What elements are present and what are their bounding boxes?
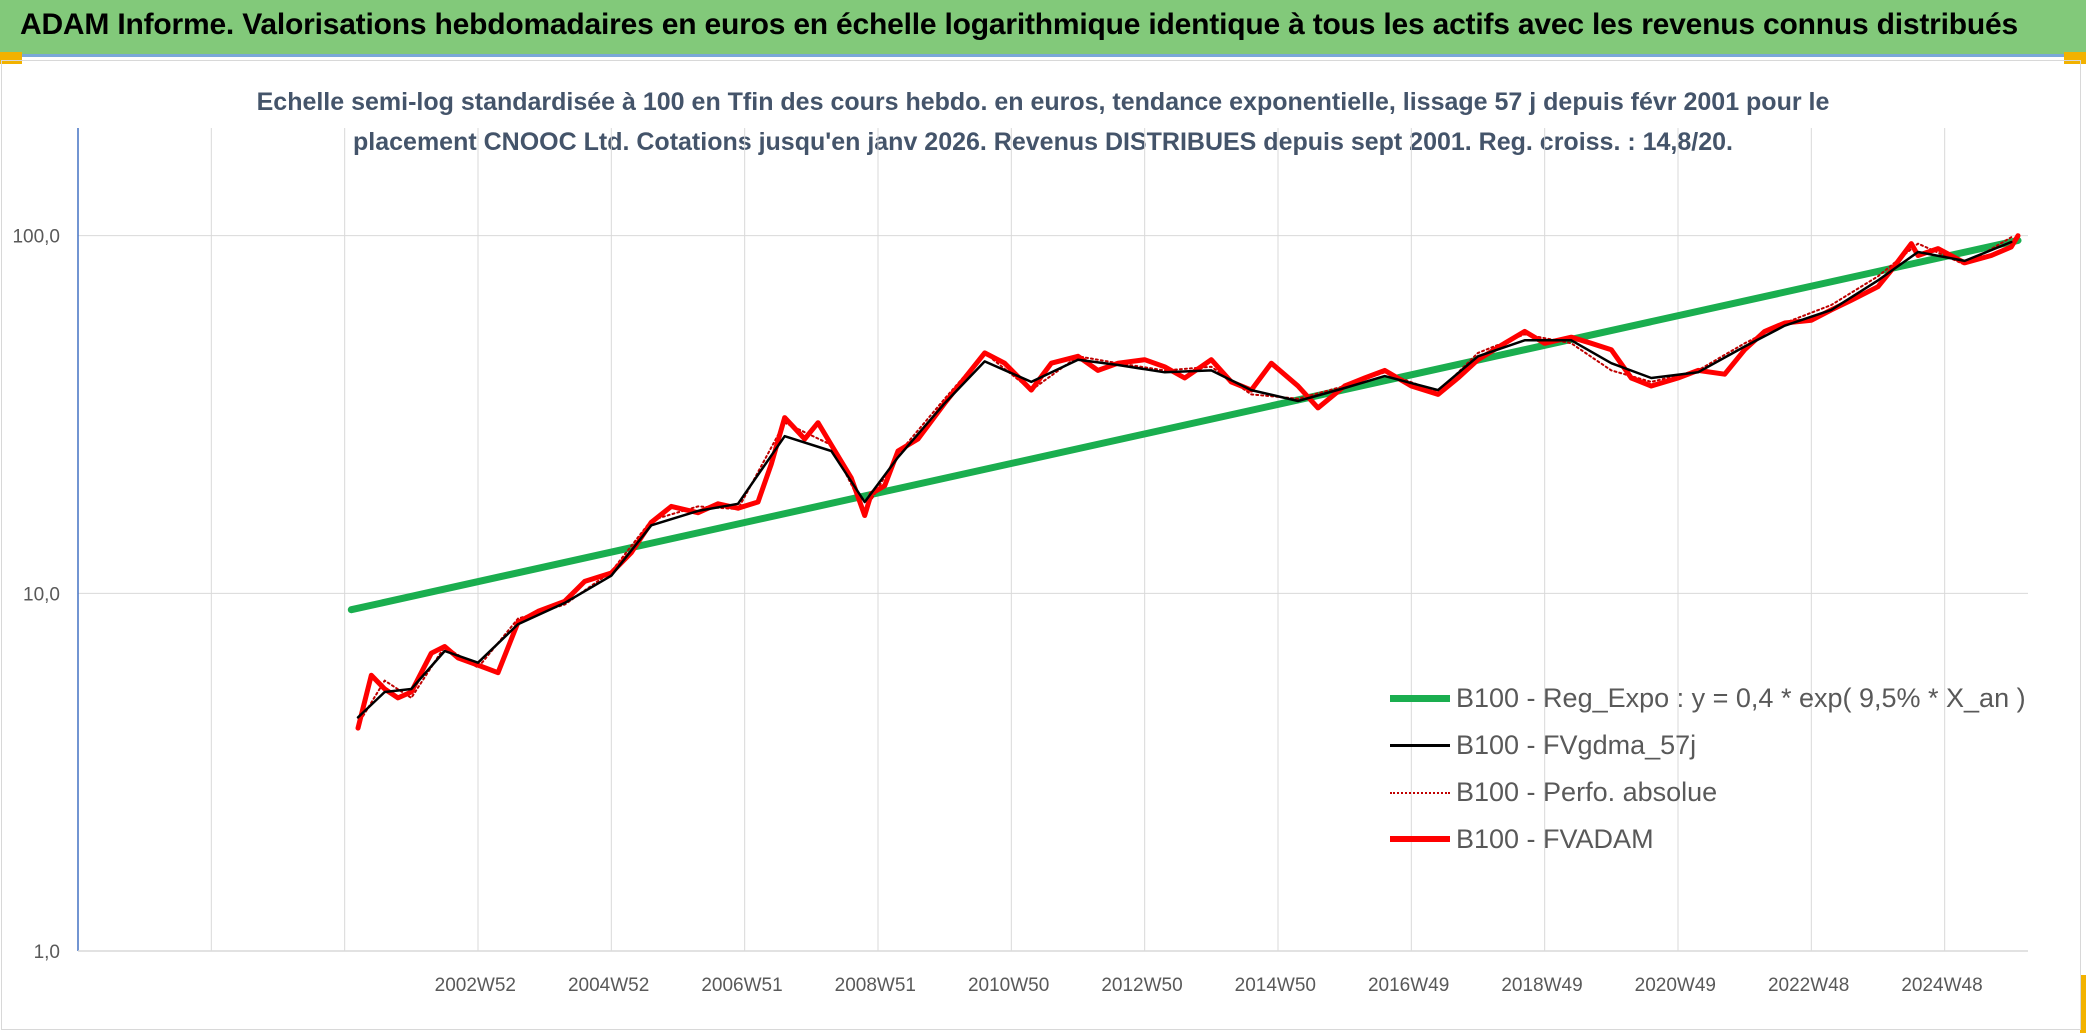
x-tick-label: 2008W51 (835, 975, 916, 996)
x-tick-label: 2014W50 (1235, 975, 1316, 996)
corner-marker-left (0, 52, 22, 64)
legend-swatch-fvgdma (1390, 744, 1450, 747)
legend-item-fvgdma: B100 - FVgdma_57j (1390, 727, 2010, 767)
legend-swatch-perfo (1390, 792, 1450, 794)
y-tick-label: 1,0 (34, 942, 60, 963)
series-fvgdma (356, 240, 2013, 719)
x-tick-label: 2018W49 (1501, 975, 1582, 996)
chart-legend: B100 - Reg_Expo : y = 0,4 * exp( 9,5% * … (1390, 680, 2026, 880)
legend-label-fvgdma: B100 - FVgdma_57j (1456, 730, 1697, 760)
series-layer (347, 233, 2022, 731)
x-tick-label: 2002W52 (435, 975, 516, 996)
x-tick-label: 2016W49 (1368, 975, 1449, 996)
axis-layer: 1,0 10,0 100,0 2002W52 2004W52 2006W51 2008W51… (12, 128, 2028, 996)
x-tick-label: 2012W50 (1101, 975, 1182, 996)
legend-item-reg-expo: B100 - Reg_Expo : y = 0,4 * exp( 9,5% * … (1390, 680, 2026, 720)
grid-layer (78, 128, 2028, 952)
x-tick-label: 2006W51 (701, 975, 782, 996)
x-tick-label: 2022W48 (1768, 975, 1849, 996)
corner-marker-bottom (2080, 975, 2086, 1033)
chart-subtitle-line-2: placement CNOOC Ltd. Cotations jusqu'en … (353, 128, 1733, 156)
header-title: ADAM Informe. Valorisations hebdomadaire… (20, 8, 2018, 41)
legend-swatch-fvadam (1390, 836, 1450, 842)
legend-item-perfo: B100 - Perfo. absolue (1390, 774, 2010, 814)
chart-subtitle-line-1: Echelle semi-log standardisée à 100 en T… (256, 88, 1830, 116)
x-tick-label: 2010W50 (968, 975, 1049, 996)
legend-item-fvadam: B100 - FVADAM (1390, 821, 2010, 861)
legend-label-fvadam: B100 - FVADAM (1456, 824, 1654, 854)
y-tick-label: 100,0 (12, 227, 60, 248)
x-tick-label: 2004W52 (568, 975, 649, 996)
chart-frame (1, 60, 2081, 1030)
series-perfo-absolue (357, 236, 2013, 726)
series-reg-expo (347, 236, 2022, 614)
series-fvadam (355, 233, 2021, 731)
legend-label-reg-expo: B100 - Reg_Expo : y = 0,4 * exp( 9,5% * … (1456, 683, 2026, 713)
y-tick-label: 10,0 (23, 584, 60, 605)
legend-label-perfo: B100 - Perfo. absolue (1456, 777, 1718, 807)
legend-swatch-reg-expo (1390, 695, 1450, 702)
x-tick-label: 2020W49 (1635, 975, 1716, 996)
x-tick-label: 2024W48 (1901, 975, 1982, 996)
header-banner: ADAM Informe. Valorisations hebdomadaire… (0, 0, 2086, 57)
